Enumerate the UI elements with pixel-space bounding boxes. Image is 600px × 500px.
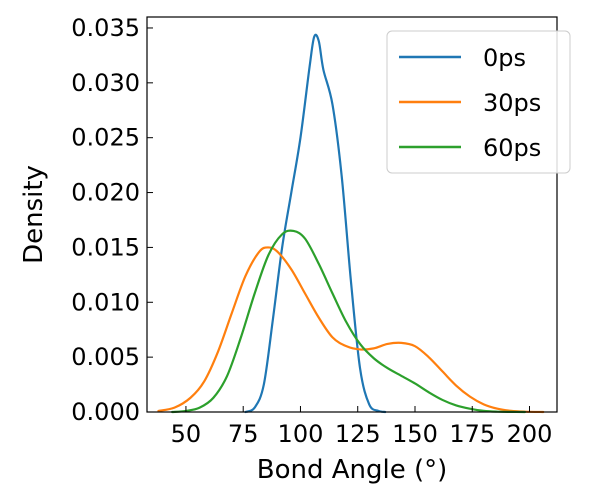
series-layer xyxy=(157,33,545,414)
ticks-layer: 50 75 100 125 150 175 200 0.000 0.005 0.010 0.015 0… xyxy=(71,14,552,448)
y-tick-label: 0.010 xyxy=(71,288,140,316)
x-axis-label: Bond Angle (°) xyxy=(257,455,448,485)
x-tick-label: 200 xyxy=(507,420,553,448)
legend: 0ps 30ps 60ps xyxy=(386,30,571,174)
x-tick-label: 75 xyxy=(228,420,259,448)
legend-label-0ps: 0ps xyxy=(483,44,526,72)
x-tick-label: 150 xyxy=(392,420,438,448)
legend-box xyxy=(386,30,571,174)
plot-frame xyxy=(146,16,558,413)
y-tick-label: 0.025 xyxy=(71,124,140,152)
x-tick-label: 175 xyxy=(449,420,495,448)
x-tick-label: 125 xyxy=(335,420,381,448)
legend-label-30ps: 30ps xyxy=(483,89,541,117)
y-tick-label: 0.015 xyxy=(71,233,140,261)
series-line-60ps xyxy=(171,229,527,414)
y-tick-label: 0.030 xyxy=(71,69,140,97)
y-tick-label: 0.020 xyxy=(71,179,140,207)
x-tick-label: 100 xyxy=(278,420,324,448)
y-axis-label: Density xyxy=(19,165,49,264)
legend-label-60ps: 60ps xyxy=(483,134,541,162)
series-line-30ps xyxy=(157,246,545,414)
y-tick-label: 0.035 xyxy=(71,14,140,42)
series-line-0ps xyxy=(244,33,387,414)
x-tick-label: 50 xyxy=(171,420,202,448)
y-tick-label: 0.000 xyxy=(71,398,140,426)
y-tick-label: 0.005 xyxy=(71,343,140,371)
